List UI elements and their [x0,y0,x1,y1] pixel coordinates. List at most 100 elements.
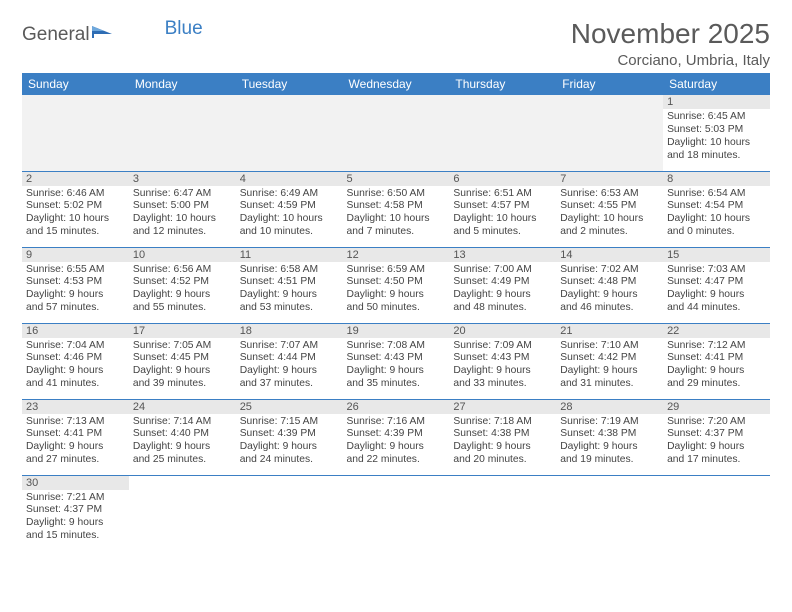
daylight-2: and 5 minutes. [453,226,552,239]
day-number: 17 [129,324,236,338]
daylight-2: and 37 minutes. [240,378,339,391]
calendar-cell [449,475,556,551]
daylight-2: and 18 minutes. [667,150,766,163]
sunset: Sunset: 4:43 PM [453,352,552,365]
sun-info: Sunrise: 6:54 AMSunset: 4:54 PMDaylight:… [667,188,766,239]
sunrise: Sunrise: 6:45 AM [667,111,766,124]
sun-info: Sunrise: 7:14 AMSunset: 4:40 PMDaylight:… [133,416,232,467]
calendar-cell: 3Sunrise: 6:47 AMSunset: 5:00 PMDaylight… [129,171,236,247]
daylight-2: and 35 minutes. [347,378,446,391]
sunrise: Sunrise: 6:51 AM [453,188,552,201]
calendar-cell [343,475,450,551]
sunset: Sunset: 4:44 PM [240,352,339,365]
daylight-1: Daylight: 9 hours [133,441,232,454]
sunset: Sunset: 5:02 PM [26,200,125,213]
daylight-1: Daylight: 9 hours [347,441,446,454]
daylight-2: and 33 minutes. [453,378,552,391]
calendar-cell: 4Sunrise: 6:49 AMSunset: 4:59 PMDaylight… [236,171,343,247]
daylight-2: and 57 minutes. [26,302,125,315]
daylight-1: Daylight: 9 hours [453,365,552,378]
daylight-2: and 12 minutes. [133,226,232,239]
sun-info: Sunrise: 7:13 AMSunset: 4:41 PMDaylight:… [26,416,125,467]
daylight-1: Daylight: 9 hours [26,517,125,530]
daylight-2: and 22 minutes. [347,454,446,467]
sunrise: Sunrise: 7:12 AM [667,340,766,353]
day-number: 7 [556,172,663,186]
sunrise: Sunrise: 7:05 AM [133,340,232,353]
sunrise: Sunrise: 7:04 AM [26,340,125,353]
sunrise: Sunrise: 7:16 AM [347,416,446,429]
sun-info: Sunrise: 7:03 AMSunset: 4:47 PMDaylight:… [667,264,766,315]
day-number: 4 [236,172,343,186]
sun-info: Sunrise: 6:50 AMSunset: 4:58 PMDaylight:… [347,188,446,239]
daylight-1: Daylight: 9 hours [26,289,125,302]
month-title: November 2025 [571,18,770,50]
daylight-2: and 48 minutes. [453,302,552,315]
day-number: 2 [22,172,129,186]
calendar-cell [449,95,556,171]
sunrise: Sunrise: 7:13 AM [26,416,125,429]
sun-info: Sunrise: 7:02 AMSunset: 4:48 PMDaylight:… [560,264,659,315]
logo-text-2: Blue [165,18,203,40]
calendar-cell: 9Sunrise: 6:55 AMSunset: 4:53 PMDaylight… [22,247,129,323]
sunset: Sunset: 4:47 PM [667,276,766,289]
day-header: Monday [129,73,236,95]
daylight-2: and 17 minutes. [667,454,766,467]
calendar-cell [663,475,770,551]
daylight-1: Daylight: 9 hours [453,441,552,454]
daylight-2: and 19 minutes. [560,454,659,467]
day-number: 9 [22,248,129,262]
sunrise: Sunrise: 7:19 AM [560,416,659,429]
sunrise: Sunrise: 6:47 AM [133,188,232,201]
page: GeneralBlue November 2025 Corciano, Umbr… [0,0,792,569]
sun-info: Sunrise: 7:08 AMSunset: 4:43 PMDaylight:… [347,340,446,391]
day-number: 10 [129,248,236,262]
sun-info: Sunrise: 7:04 AMSunset: 4:46 PMDaylight:… [26,340,125,391]
sunset: Sunset: 4:46 PM [26,352,125,365]
sunrise: Sunrise: 7:18 AM [453,416,552,429]
sunset: Sunset: 4:52 PM [133,276,232,289]
calendar-cell: 12Sunrise: 6:59 AMSunset: 4:50 PMDayligh… [343,247,450,323]
day-number: 25 [236,400,343,414]
day-number: 8 [663,172,770,186]
daylight-1: Daylight: 10 hours [240,213,339,226]
calendar-cell: 18Sunrise: 7:07 AMSunset: 4:44 PMDayligh… [236,323,343,399]
daylight-1: Daylight: 10 hours [133,213,232,226]
title-block: November 2025 Corciano, Umbria, Italy [571,18,770,69]
sunset: Sunset: 4:49 PM [453,276,552,289]
day-header: Wednesday [343,73,450,95]
sun-info: Sunrise: 7:00 AMSunset: 4:49 PMDaylight:… [453,264,552,315]
sunrise: Sunrise: 7:21 AM [26,492,125,505]
daylight-2: and 53 minutes. [240,302,339,315]
sunrise: Sunrise: 6:59 AM [347,264,446,277]
calendar-cell: 15Sunrise: 7:03 AMSunset: 4:47 PMDayligh… [663,247,770,323]
calendar-cell [343,95,450,171]
day-number: 23 [22,400,129,414]
daylight-2: and 24 minutes. [240,454,339,467]
sunrise: Sunrise: 7:07 AM [240,340,339,353]
sunrise: Sunrise: 6:56 AM [133,264,232,277]
calendar-cell: 22Sunrise: 7:12 AMSunset: 4:41 PMDayligh… [663,323,770,399]
calendar-cell: 25Sunrise: 7:15 AMSunset: 4:39 PMDayligh… [236,399,343,475]
sunset: Sunset: 4:38 PM [560,428,659,441]
calendar-cell: 6Sunrise: 6:51 AMSunset: 4:57 PMDaylight… [449,171,556,247]
calendar-row: 16Sunrise: 7:04 AMSunset: 4:46 PMDayligh… [22,323,770,399]
sunset: Sunset: 5:00 PM [133,200,232,213]
sun-info: Sunrise: 7:18 AMSunset: 4:38 PMDaylight:… [453,416,552,467]
sunset: Sunset: 4:59 PM [240,200,339,213]
daylight-2: and 55 minutes. [133,302,232,315]
day-header: Sunday [22,73,129,95]
sun-info: Sunrise: 6:51 AMSunset: 4:57 PMDaylight:… [453,188,552,239]
calendar-cell [22,95,129,171]
calendar-cell [236,95,343,171]
daylight-1: Daylight: 9 hours [26,441,125,454]
calendar-cell: 5Sunrise: 6:50 AMSunset: 4:58 PMDaylight… [343,171,450,247]
day-header: Saturday [663,73,770,95]
calendar-cell: 17Sunrise: 7:05 AMSunset: 4:45 PMDayligh… [129,323,236,399]
calendar-cell: 23 Sunrise: 7:13 AMSunset: 4:41 PMDayligh… [22,399,129,475]
sunset: Sunset: 4:41 PM [26,428,125,441]
sunset: Sunset: 4:48 PM [560,276,659,289]
daylight-1: Daylight: 10 hours [560,213,659,226]
daylight-1: Daylight: 10 hours [667,137,766,150]
day-number: 16 [22,324,129,338]
